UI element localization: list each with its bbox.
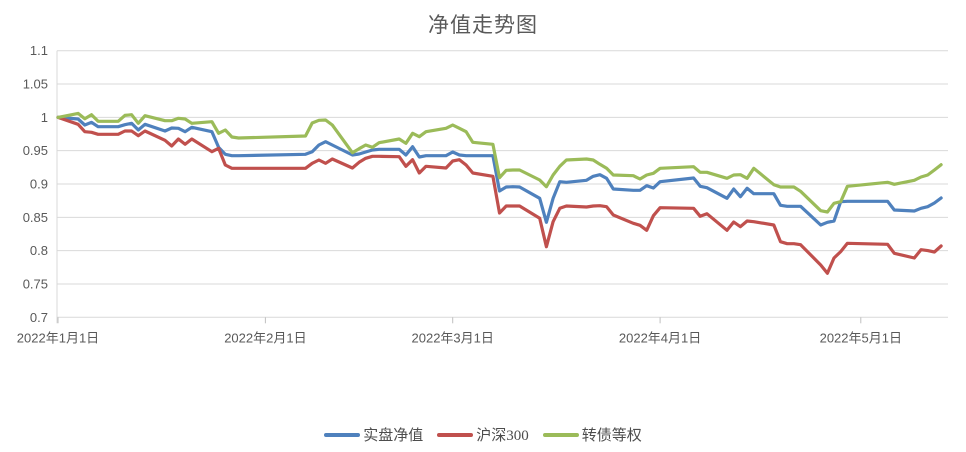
legend: 实盘净值 沪深300 转债等权	[0, 424, 966, 445]
legend-line-swatch-green	[542, 432, 579, 437]
x-axis-label: 2022年4月1日	[619, 330, 701, 345]
legend-label: 实盘净值	[363, 428, 424, 444]
legend-label: 沪深300	[476, 428, 529, 444]
legend-item-zhuanzhai-dengquan: 转债等权	[542, 424, 642, 445]
y-axis-label: 0.8	[30, 243, 48, 258]
y-axis-label: 0.9	[30, 177, 48, 192]
y-axis-label: 1.1	[30, 43, 48, 58]
legend-line-swatch-blue	[324, 432, 361, 437]
series-line-0	[56, 115, 943, 227]
y-axis-label: 0.75	[23, 276, 48, 291]
y-axis-label: 1	[41, 110, 48, 125]
series-line-2	[56, 111, 943, 214]
legend-line-swatch-red	[437, 432, 474, 437]
legend-item-hushen300: 沪深300	[437, 424, 529, 445]
chart-title: 净值走势图	[428, 13, 538, 37]
y-axis-label: 0.95	[23, 143, 48, 158]
legend-item-shipan-jingzhi: 实盘净值	[324, 424, 423, 445]
y-axis-label: 0.85	[23, 210, 48, 225]
x-axis-label: 2022年2月1日	[224, 330, 306, 345]
legend-label: 转债等权	[581, 428, 642, 444]
y-axis-label: 1.05	[23, 77, 48, 92]
x-axis-label: 2022年3月1日	[412, 330, 494, 345]
x-axis-label: 2022年1月1日	[17, 330, 99, 345]
y-axis-label: 0.7	[30, 310, 48, 325]
x-axis-label: 2022年5月1日	[820, 330, 902, 345]
series-line-1	[56, 115, 943, 275]
